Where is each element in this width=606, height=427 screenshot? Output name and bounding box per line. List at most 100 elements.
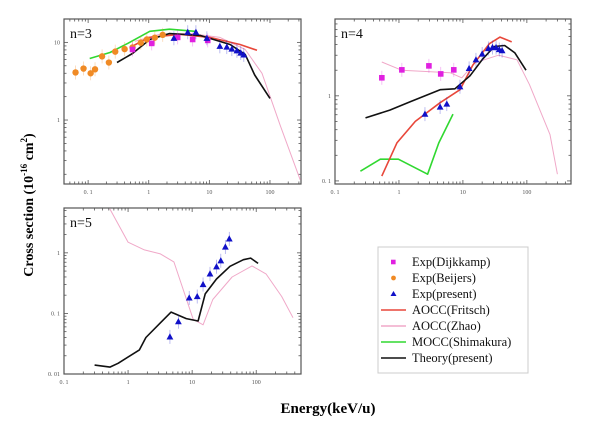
y-axis-title: Cross section (10-16 cm2) <box>19 133 37 277</box>
legend-item: AOCC(Zhao) <box>381 319 481 333</box>
data-point-exp-dijkkamp <box>174 34 181 41</box>
series-line-aocc-zhao <box>381 54 558 175</box>
x-tick-label: 100 <box>252 380 261 386</box>
legend-label: Theory(present) <box>412 351 493 365</box>
x-tick-label: 100 <box>265 190 274 196</box>
data-point-exp-present <box>421 110 429 117</box>
data-point-exp-present <box>174 318 182 325</box>
legend-item: Exp(present) <box>390 287 477 301</box>
y-tick-label: 1 <box>328 94 331 100</box>
data-point-exp-present <box>436 103 444 110</box>
legend-label: MOCC(Shimakura) <box>412 335 511 349</box>
panel-label: n=5 <box>70 216 92 231</box>
data-point-exp-dijkkamp <box>426 63 432 69</box>
data-point-exp-dijkkamp <box>379 74 385 81</box>
panel-label: n=3 <box>70 27 92 42</box>
data-point-exp-present <box>492 43 500 51</box>
legend: Exp(Dijkkamp) Exp(Beijers) Exp(present) AOC… <box>377 246 529 374</box>
x-tick-label: 100 <box>522 190 531 196</box>
data-point-exp-present <box>472 56 480 63</box>
data-point-exp-present <box>456 83 464 90</box>
data-point-exp-beijers <box>105 59 113 66</box>
plot-frame <box>334 18 572 185</box>
series-line-mocc-shimakura <box>89 28 196 60</box>
data-point-exp-present <box>193 292 201 300</box>
y-tick-label: 0. 1 <box>322 179 331 185</box>
data-point-exp-dijkkamp <box>450 67 457 73</box>
x-tick-label: 1 <box>127 380 130 386</box>
y-tick-label: 0. 1 <box>51 311 60 317</box>
plot-frame <box>63 207 302 375</box>
legend-label: Exp(present) <box>412 287 477 301</box>
y-tick-label: 10 <box>54 40 60 46</box>
legend-label: Exp(Dijkkamp) <box>412 255 490 269</box>
data-point-exp-present <box>240 51 248 58</box>
data-point-exp-dijkkamp <box>437 71 444 77</box>
data-point-exp-present <box>221 243 229 250</box>
x-tick-label: 10 <box>460 190 466 196</box>
data-point-exp-beijers <box>159 31 166 39</box>
legend-item: Exp(Beijers) <box>391 271 476 285</box>
x-tick-label: 0. 1 <box>60 380 69 386</box>
x-axis-title: Energy(keV/u) <box>281 401 376 417</box>
series-line-aocc-fritsch <box>381 36 513 177</box>
legend-symbol <box>391 275 396 281</box>
legend-label: Exp(Beijers) <box>412 271 476 285</box>
legend-item: MOCC(Shimakura) <box>381 335 511 349</box>
data-point-exp-present <box>185 294 193 301</box>
data-point-exp-present <box>213 263 220 270</box>
legend-symbol <box>391 259 396 265</box>
data-point-exp-dijkkamp <box>129 46 136 53</box>
panel-n4: 0. 1 1 10 100 0. 1 1 n=4 <box>322 18 572 196</box>
data-point-exp-present <box>225 235 233 242</box>
y-tick-label: 0. 01 <box>48 372 60 378</box>
x-tick-label: 0. 1 <box>84 190 93 196</box>
series-line-theory-present <box>94 257 259 368</box>
data-point-exp-beijers <box>143 36 151 43</box>
legend-symbol <box>390 291 397 296</box>
data-point-exp-beijers <box>91 66 99 73</box>
data-point-exp-present <box>465 64 473 72</box>
data-point-exp-present <box>228 45 236 52</box>
data-point-exp-beijers <box>137 39 145 46</box>
data-point-exp-present <box>223 43 231 50</box>
legend-item: Theory(present) <box>381 351 493 365</box>
legend-label: AOCC(Fritsch) <box>412 303 490 317</box>
data-point-exp-present <box>166 333 174 340</box>
data-point-exp-present <box>217 257 225 264</box>
y-tick-label: 1 <box>57 251 60 257</box>
y-tick-label: 1 <box>57 118 60 124</box>
x-tick-label: 10 <box>206 190 212 196</box>
data-point-exp-dijkkamp <box>189 36 196 43</box>
series-line-theory-present <box>116 32 271 99</box>
data-point-exp-beijers <box>98 53 106 60</box>
data-point-exp-present <box>443 100 451 107</box>
data-point-exp-beijers <box>80 65 87 72</box>
legend-item: AOCC(Fritsch) <box>381 303 490 317</box>
data-point-exp-present <box>233 47 241 54</box>
data-point-exp-present <box>192 28 200 35</box>
x-tick-label: 1 <box>147 190 150 196</box>
data-point-exp-present <box>216 42 224 49</box>
data-point-exp-present <box>498 47 506 54</box>
legend-item: Exp(Dijkkamp) <box>391 255 490 269</box>
plot-frame <box>63 18 302 185</box>
data-point-exp-present <box>170 34 178 41</box>
data-point-exp-present <box>184 28 192 35</box>
data-point-exp-beijers <box>87 70 94 77</box>
data-point-exp-beijers <box>112 48 119 55</box>
data-point-exp-dijkkamp <box>148 40 155 47</box>
data-point-exp-dijkkamp <box>399 67 405 73</box>
series-line-mocc-shimakura <box>359 113 454 175</box>
x-tick-label: 0. 1 <box>331 190 340 196</box>
x-tick-label: 1 <box>397 190 400 196</box>
panel-label: n=4 <box>341 27 363 42</box>
series-line-aocc-zhao <box>109 208 294 326</box>
legend-label: AOCC(Zhao) <box>412 319 481 333</box>
data-point-exp-beijers <box>121 45 128 53</box>
data-point-exp-present <box>203 34 211 41</box>
series-line-theory-present <box>365 44 527 119</box>
data-point-exp-present <box>199 280 207 288</box>
